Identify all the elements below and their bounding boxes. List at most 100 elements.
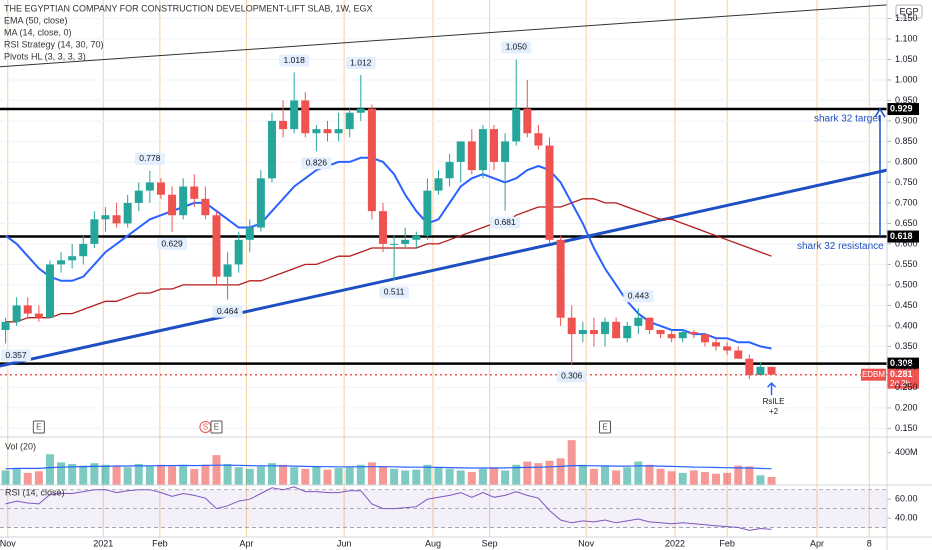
legend-item: Pivots HL (3, 3, 3, 3) [4,51,86,61]
volume-bar [90,463,99,485]
x-tick-label: Sep [482,538,498,548]
candle-body [478,129,487,171]
level-tag [887,230,919,243]
candle-body [700,334,709,343]
chart-title: THE EGYPTIAN COMPANY FOR CONSTRUCTION DE… [4,3,373,13]
candle-body [645,317,654,331]
x-tick-label: Aug [425,538,441,548]
volume-bar [678,472,687,485]
candle-body [90,219,99,244]
candle-body [256,178,265,228]
pivot-label: 0.464 [217,306,239,316]
candle-body [101,215,110,220]
y-tick-label: 0.750 [895,177,918,187]
y-tick-label: 0.950 [895,95,918,105]
pivot-label: 0.306 [561,371,583,381]
volume-bar [312,466,321,485]
candle-body [745,358,754,376]
candle-body [556,239,565,318]
candle-body [423,190,432,236]
trendline [0,4,888,68]
rsi-line [5,486,772,531]
volume-bar [490,467,499,485]
candle-body [1,321,10,331]
y-tick-label: 0.200 [895,402,918,412]
candle-body [756,366,765,376]
y-tick-label: 0.350 [895,341,918,351]
level-tag-label: 0.618 [890,231,913,241]
candle-body [34,313,43,318]
volume-bar [578,464,587,485]
symbol-label: EDBM [862,370,885,379]
candle-body [112,215,121,224]
volume-bar [245,468,254,485]
y-tick-label: 1.150 [895,13,918,23]
event-label: E [602,423,607,432]
event-label: S [203,423,208,432]
volume-bar [345,467,354,485]
candle-body [667,334,676,339]
volume-bar [134,463,143,485]
annotation: shark 32 target [814,114,881,125]
x-tick-label: Nov [0,538,16,548]
candle-body [490,129,499,162]
pivot-box [345,57,376,70]
candle-body [512,108,521,142]
candle-body [234,239,243,265]
candle-body [601,321,610,335]
volume-bar [334,468,343,485]
candle-body [23,305,32,314]
volume-bar [601,466,610,485]
candle-body [134,190,143,203]
pane-title: Vol (20) [5,441,36,451]
volume-bar [512,464,521,485]
volume-bar [756,475,765,485]
y-tick-label: 1.050 [895,54,918,64]
y-tick-label: 1.100 [895,33,918,43]
candle-body [712,342,721,347]
pivot-label: 1.018 [284,55,306,65]
candle-body [223,264,232,277]
pivot-box [379,286,410,299]
volume-bar [323,469,332,485]
pivot-label: 1.012 [350,57,372,67]
volume-ma [5,464,772,470]
symbol-tag [861,368,886,381]
volume-bar [79,465,88,485]
candle-body [179,186,188,216]
volume-bar [412,469,421,485]
candle-body [612,321,621,339]
volume-bar [156,464,165,485]
candle-body [589,330,598,335]
currency: EGP [899,6,918,16]
y-tick-label: 40.00 [895,512,918,522]
y-tick-label: 0.800 [895,156,918,166]
event-marker [32,420,45,434]
candle-body [279,120,288,130]
y-tick-label: 0.150 [895,423,918,433]
y-tick-label: 60.00 [895,494,918,504]
volume-bar [545,460,554,485]
event-label: E [36,423,41,432]
volume-bar [145,465,154,485]
candle-body [656,330,665,335]
y-tick-label: 400M [895,447,918,457]
volume-bar [612,470,621,485]
candle-body [356,108,365,113]
volume-bar [390,468,399,485]
volume-bar [745,466,754,485]
candle-body [168,194,177,216]
volume-bar [523,461,532,485]
volume-bar [589,468,598,485]
volume-bar [168,466,177,485]
volume-bar [256,466,265,485]
y-tick-label: 0.300 [895,361,918,371]
candle-body [501,141,510,162]
candle-body [390,243,399,245]
volume-bar [556,458,565,485]
volume-bar [267,463,276,485]
y-tick-label: 0.250 [895,382,918,392]
candle-body [689,332,698,335]
